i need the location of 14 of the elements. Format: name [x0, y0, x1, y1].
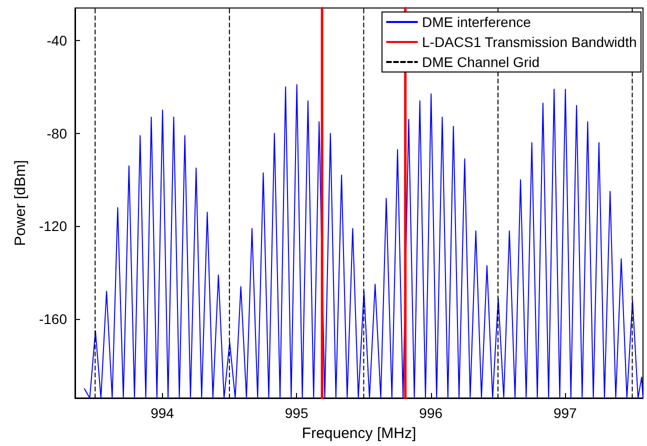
x-tick-label: 996	[419, 405, 443, 421]
y-tick-label: -40	[46, 32, 68, 48]
x-axis-title: Frequency [MHz]	[302, 425, 416, 442]
x-tick-label: 997	[553, 405, 578, 421]
y-tick-label: -120	[38, 218, 68, 234]
legend-label: DME Channel Grid	[422, 54, 540, 70]
x-tick-label: 995	[284, 405, 308, 421]
y-axis-title: Power [dBm]	[12, 160, 30, 246]
line-series	[84, 84, 644, 398]
y-tick-label: -160	[38, 311, 68, 328]
x-tick-label: 994	[150, 405, 174, 421]
legend-label: DME interference	[422, 14, 532, 30]
y-tick-label: -80	[46, 125, 68, 142]
legend-label: L-DACS1 Transmission Bandwidth	[422, 34, 637, 50]
